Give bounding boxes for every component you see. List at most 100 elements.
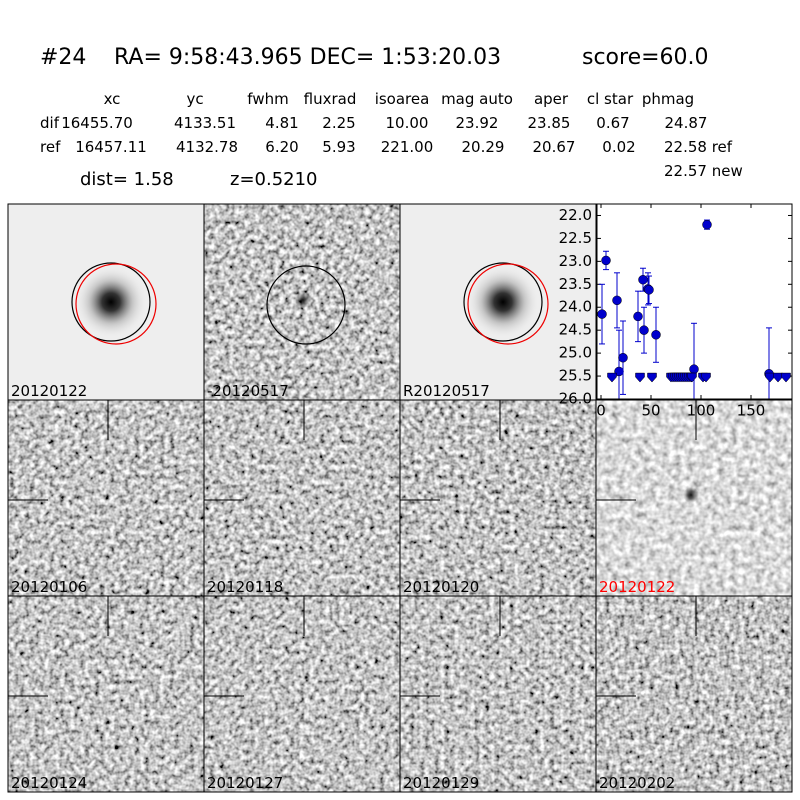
data-point <box>644 285 654 295</box>
points <box>597 219 791 399</box>
stamp-label: 20120129 <box>403 774 479 792</box>
score: score=60.0 <box>582 45 709 70</box>
upper-limit <box>607 372 617 383</box>
data-point <box>633 311 643 322</box>
stamp-image <box>400 400 596 596</box>
coordinates: RA= 9:58:43.965 DEC= 1:53:20.03 <box>114 45 501 70</box>
aperture-ref <box>467 263 549 345</box>
stamp-label: 20120127 <box>207 774 283 792</box>
y-tick-label: 23.5 <box>559 275 592 293</box>
candidate-id: #24 <box>40 45 86 70</box>
data-point <box>689 364 699 374</box>
table-cell: 4132.78 <box>176 138 238 156</box>
y-tick-label: 22.5 <box>559 229 592 247</box>
source-blob <box>467 266 539 338</box>
stamp: 20120106 <box>7 399 205 597</box>
stamp-label: 20120120 <box>403 578 479 596</box>
stamp-image <box>8 596 204 792</box>
stamp: -20120517 <box>203 203 401 401</box>
source-dot <box>683 487 699 503</box>
stamp-frame <box>595 595 793 793</box>
table-cell: 0.02 <box>602 138 635 156</box>
aperture-ref <box>75 263 157 345</box>
upper-limit <box>647 372 657 383</box>
stamp-image <box>596 596 792 792</box>
table-cell: 6.20 <box>265 138 298 156</box>
table-cell: 22.58 ref <box>664 138 733 156</box>
stamp: 20120118 <box>203 399 401 597</box>
table-cell: 2.25 <box>322 114 355 132</box>
row-label: dif <box>40 114 60 132</box>
stamp: 20120124 <box>7 595 205 793</box>
stamp-image <box>204 596 400 792</box>
x-tick-label: 0 <box>596 402 606 420</box>
y-tick-label: 26.0 <box>559 390 592 408</box>
table-cell: 20.67 <box>533 138 576 156</box>
upper-limit <box>773 372 783 383</box>
upper-limit <box>701 372 711 383</box>
y-tick-label: 25.5 <box>559 367 592 385</box>
table-cell: 0.67 <box>596 114 629 132</box>
table-cell: 221.00 <box>381 138 434 156</box>
stamp-image <box>8 400 204 596</box>
stamp-label: 20120122 <box>11 382 87 400</box>
source-dot <box>295 292 311 308</box>
upper-limit <box>687 372 697 383</box>
stamp: 20120127 <box>203 595 401 793</box>
table-cell: 23.85 <box>528 114 571 132</box>
column-header: fwhm <box>247 90 288 108</box>
data-point <box>618 352 628 363</box>
table-cell: 16457.11 <box>75 138 147 156</box>
y-tick-label: 23.0 <box>559 252 592 270</box>
table-cell: 23.92 <box>456 114 499 132</box>
column-header: cl star <box>587 90 634 108</box>
upper-limit <box>635 372 645 383</box>
data-point <box>597 309 607 319</box>
data-point <box>612 295 622 306</box>
x-tick-label: 50 <box>641 402 660 420</box>
data-point <box>651 330 661 340</box>
data-point <box>601 255 611 266</box>
table-cell: 24.87 <box>665 114 708 132</box>
aperture <box>463 262 543 342</box>
y-tick-label: 25.0 <box>559 344 592 362</box>
column-header: isoarea <box>375 90 430 108</box>
row-label: ref <box>40 138 61 156</box>
table-cell: 4133.51 <box>174 114 236 132</box>
column-header: xc <box>104 90 121 108</box>
table-cell: 20.29 <box>462 138 505 156</box>
stamp-label: 20120122 <box>599 578 675 596</box>
y-tick-label: 22.0 <box>559 206 592 224</box>
stamp-label: R20120517 <box>403 382 490 400</box>
stamps: 20120122 -20120517 R20120517 20120106 201201… <box>7 203 793 793</box>
upper-limit <box>781 372 791 383</box>
x-tick-label: 150 <box>737 402 766 420</box>
column-header: phmag <box>642 90 694 108</box>
stamp: 20120129 <box>399 595 597 793</box>
distance: dist= 1.58 <box>80 169 174 190</box>
aperture <box>71 262 151 342</box>
y-tick-label: 24.0 <box>559 298 592 316</box>
stamp: 20120122 <box>595 399 793 597</box>
stamp-label: 20120118 <box>207 578 283 596</box>
y-tick-label: 24.5 <box>559 321 592 339</box>
table-cell: 10.00 <box>386 114 429 132</box>
table-cell: 4.81 <box>265 114 298 132</box>
phmag-new: 22.57 new <box>664 162 743 180</box>
stamp-label: 20120124 <box>11 774 87 792</box>
column-header: aper <box>534 90 569 108</box>
column-header: yc <box>186 90 203 108</box>
data-point <box>638 274 648 285</box>
aperture <box>266 265 346 345</box>
stamp-label: -20120517 <box>207 382 289 400</box>
stamp: 20120122 <box>7 203 205 401</box>
stamp-label: 20120202 <box>599 774 675 792</box>
column-header: mag auto <box>441 90 513 108</box>
data-point <box>639 325 649 335</box>
stamp-image <box>204 400 400 596</box>
stamp: R20120517 <box>399 203 597 401</box>
x-tick-label: 100 <box>687 402 716 420</box>
